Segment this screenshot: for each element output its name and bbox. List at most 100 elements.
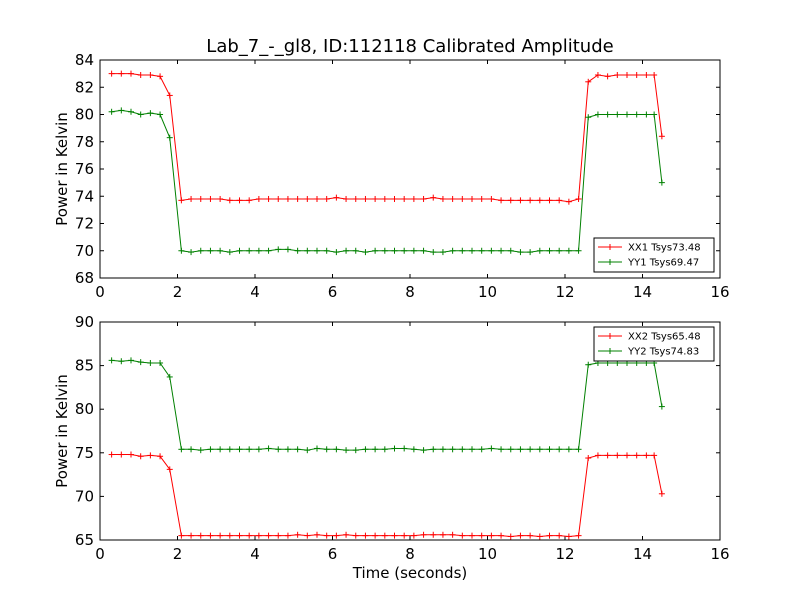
bottom-legend-box [593,326,715,362]
bottom-series-2-point [488,445,495,452]
top-series-1-point [624,71,630,78]
top-series-2-point [333,249,340,256]
bottom-series-1-point [323,532,330,539]
top-series-1-point [556,197,563,204]
top-series-1-point [275,195,282,202]
bottom-series-2-point [343,447,350,454]
bottom-x-tick-label: 4 [250,545,260,563]
top-series-1-point [178,197,185,204]
bottom-series-1-point [478,532,485,539]
top-series-1-line [111,73,663,203]
bottom-series-1-point [188,532,195,539]
bottom-legend-label: YY2 Tsys74.83 [627,347,699,358]
top-series-1-point [517,197,524,204]
top-legend-item: YY1 Tsys69.47 [598,258,699,269]
top-series-2-point [284,246,291,253]
top-series-2-point [166,134,173,141]
top-series-2-point [449,247,456,254]
top-series-1-point [333,194,340,201]
top-series-2 [108,107,665,256]
bottom-series-2-point [658,403,665,410]
bottom-panel: 0 2 4 6 8 10 12 14 16 65 70 75 80 85 90 Power in Kelvin… [53,313,730,582]
top-x-tick-label: 12 [555,283,574,301]
bottom-series-2-point [478,446,485,453]
bottom-series-2-point [255,446,262,453]
top-series-1-point [643,71,650,78]
top-series-2-point [585,114,592,121]
bottom-series-2-point [323,446,330,453]
bottom-x-tick-label: 6 [328,545,338,563]
top-series-1-point [439,195,446,202]
bottom-series-1-point [633,452,640,459]
top-x-tick-label: 6 [328,283,338,301]
bottom-series-1-point [614,452,621,459]
bottom-series-2-point [565,446,572,453]
top-series-2-point [197,247,204,254]
top-series-2-point [108,108,115,115]
bottom-series-1-point [488,532,495,539]
bottom-y-tick-label: 65 [75,531,94,549]
bottom-series-2-point [157,359,164,366]
top-legend-box [593,237,715,273]
top-series-1-point [294,195,301,202]
top-series-1-point [284,195,291,202]
top-series-1-point [565,198,572,205]
bottom-series-1-point [498,532,505,539]
bottom-series-2-point [118,358,125,365]
bottom-series-1-point [651,452,658,459]
top-series-2-point [178,247,185,254]
top-y-tick-label: 82 [75,78,94,96]
top-series-1-point [651,71,658,78]
top-x-tick-label: 0 [95,283,105,301]
top-series-1-point [459,195,466,202]
top-series-1-point [372,195,379,202]
bottom-series-1-point [401,532,408,539]
top-series-2-point [265,247,272,254]
bottom-series-2-point [128,357,134,364]
bottom-series-1-point [226,532,233,539]
bottom-legend: XX2 Tsys65.48 YY2 Tsys74.83 [593,326,715,362]
top-y-tick-label: 78 [75,133,94,151]
bottom-series-2-point [284,446,291,453]
top-series-1-point [304,195,311,202]
top-y-tick-label: 84 [75,51,94,69]
bottom-series-2-point [507,446,514,453]
bottom-series-2-point [236,446,243,453]
bottom-series-1-point [624,452,630,459]
bottom-x-tick-label: 8 [405,545,415,563]
top-series-1-point [604,73,611,80]
top-series-2-point [343,247,350,254]
top-x-tick-label: 4 [250,283,260,301]
top-legend-label: XX1 Tsys73.48 [628,243,701,254]
top-series-1-point [410,195,417,202]
top-series-1-point [507,197,514,204]
bottom-series-2-point [527,446,534,453]
bottom-series-1-point [391,532,398,539]
top-series-2-point [430,249,437,256]
bottom-y-tick-label: 75 [75,444,94,462]
bottom-series-1-point [178,532,185,539]
bottom-series-1-point [430,531,437,538]
top-series-1-point [420,195,427,202]
top-series-1-point [226,197,233,204]
bottom-x-tick-label: 10 [478,545,497,563]
top-series-2-point [246,247,253,254]
bottom-series-1-point [304,532,311,539]
bottom-series-1-point [352,532,359,539]
bottom-series-2 [108,357,665,454]
bottom-series-1-point [108,451,115,458]
bottom-series-2-point [147,359,154,366]
top-series-1-point [128,70,134,77]
bottom-series-1-point [128,451,134,458]
top-series-1-point [401,195,408,202]
top-series-2-point [294,247,301,254]
bottom-series-2-point [372,446,379,453]
top-series-2-point [658,179,665,186]
bottom-series-2-line [111,359,663,451]
bottom-series-1-point [594,452,601,459]
bottom-series-2-point [226,446,233,453]
top-series-1-point [391,195,398,202]
top-series-1-point [546,197,553,204]
bottom-x-tick-label: 14 [633,545,652,563]
